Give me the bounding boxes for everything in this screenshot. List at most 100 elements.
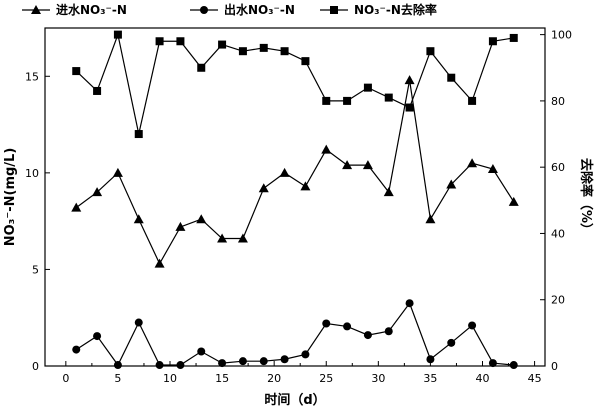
series-0-point — [279, 167, 290, 177]
series-0-point — [404, 75, 415, 85]
legend: 进水NO₃⁻-N 出水NO₃⁻-N NO₃⁻-N去除率 — [22, 2, 437, 17]
legend-label-0: 进水NO₃⁻-N — [56, 2, 127, 17]
series-1-point — [113, 361, 122, 370]
series-2-point — [509, 33, 518, 42]
series-2-point — [134, 130, 143, 139]
series-2-point — [72, 67, 81, 76]
series-line-0 — [75, 80, 515, 265]
x-tick-label: 10 — [163, 372, 177, 385]
right-y-tick-label: 80 — [551, 95, 565, 108]
series-1-point — [72, 345, 81, 354]
right-y-tick-label: 40 — [551, 227, 565, 240]
left-y-axis-title: NO₃⁻-N(mg/L) — [3, 148, 18, 247]
series-1-point — [322, 319, 331, 328]
series-1-point — [405, 299, 414, 308]
x-tick-label: 15 — [215, 372, 229, 385]
series-0-point — [425, 214, 436, 224]
series-1-point — [384, 327, 393, 336]
series-0-point — [133, 214, 144, 224]
series-2-point — [447, 73, 456, 82]
x-tick-label: 40 — [476, 372, 490, 385]
x-tick-label: 35 — [423, 372, 437, 385]
left-y-tick-label: 15 — [25, 70, 39, 83]
series-1-point — [238, 357, 247, 366]
series-2-point — [259, 43, 268, 52]
series-0-point — [467, 158, 478, 168]
plot-frame — [44, 27, 546, 367]
series-1-point — [259, 357, 268, 366]
left-y-tick-label: 5 — [32, 263, 39, 276]
legend-marker-0 — [31, 5, 41, 14]
series-1-point — [218, 359, 227, 368]
series-1-point — [447, 338, 456, 347]
series-1-point — [488, 359, 497, 368]
series-0-point — [300, 181, 311, 191]
series-2-point — [197, 63, 206, 72]
series-0-point — [175, 221, 186, 231]
left-y-tick-label: 0 — [32, 360, 39, 373]
legend-label-2: NO₃⁻-N去除率 — [354, 2, 437, 17]
series-1-point — [301, 350, 310, 359]
series-2-point — [384, 93, 393, 102]
series-1-point — [197, 347, 206, 356]
left-y-tick-label: 10 — [25, 167, 39, 180]
series-2-point — [405, 103, 414, 112]
series-2-point — [113, 30, 122, 39]
series-0-point — [446, 179, 457, 189]
series-0-point — [342, 160, 353, 170]
series-1-point — [93, 332, 102, 341]
series-1-point — [176, 361, 185, 370]
x-tick-label: 45 — [528, 372, 542, 385]
series-2-point — [218, 40, 227, 49]
series-1-point — [134, 318, 143, 327]
series-2-point — [93, 86, 102, 95]
series-0-point — [112, 167, 123, 177]
x-tick-label: 25 — [319, 372, 333, 385]
series-0-point — [71, 202, 82, 212]
series-2-point — [280, 47, 289, 56]
series-1-point — [426, 355, 435, 364]
series-0-point — [258, 183, 269, 193]
axis-ticks: 0 5 10 15 20 25 30 35 40 45 0 5 10 15 0 20 40 60 80 100 — [25, 29, 572, 385]
series-0-point — [196, 214, 207, 224]
right-y-tick-label: 20 — [551, 294, 565, 307]
series-2-point — [238, 47, 247, 56]
right-y-tick-label: 100 — [551, 29, 572, 42]
data-series — [71, 30, 519, 370]
series-0-point — [362, 160, 373, 170]
series-0-point — [217, 233, 228, 243]
series-0-point — [321, 144, 332, 154]
series-2-point — [363, 83, 372, 92]
legend-marker-1 — [200, 6, 208, 14]
series-2-point — [155, 37, 164, 46]
x-tick-label: 20 — [267, 372, 281, 385]
x-tick-label: 5 — [114, 372, 121, 385]
right-y-tick-label: 60 — [551, 161, 565, 174]
series-1-point — [155, 361, 164, 370]
series-2-point — [176, 37, 185, 46]
series-2-point — [343, 96, 352, 105]
series-0-point — [487, 163, 498, 173]
right-y-tick-label: 0 — [551, 360, 558, 373]
x-tick-label: 0 — [62, 372, 69, 385]
legend-label-1: 出水NO₃⁻-N — [224, 2, 295, 17]
series-2-point — [301, 57, 310, 66]
series-1-point — [363, 331, 372, 340]
series-0-point — [508, 196, 519, 206]
series-line-1 — [75, 301, 514, 367]
series-1-point — [343, 322, 352, 331]
series-2-point — [426, 47, 435, 56]
x-tick-label: 30 — [371, 372, 385, 385]
series-1-point — [468, 321, 477, 330]
series-line-2 — [75, 32, 514, 135]
legend-marker-2 — [330, 6, 338, 14]
series-0-point — [383, 187, 394, 197]
series-0-point — [237, 233, 248, 243]
x-axis-title: 时间（d） — [264, 392, 325, 408]
right-y-axis-title: 去除率（%） — [578, 158, 594, 236]
series-2-point — [468, 96, 477, 105]
series-2-point — [488, 37, 497, 46]
series-2-point — [322, 96, 331, 105]
series-0-point — [92, 187, 103, 197]
